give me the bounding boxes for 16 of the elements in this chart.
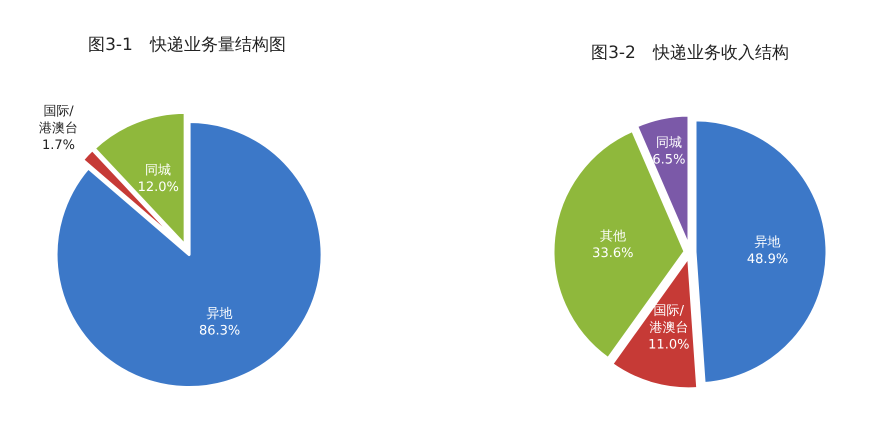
slice-label: 国际/港澳台 xyxy=(649,304,688,336)
slice-label: 其他 xyxy=(600,229,626,244)
slice-label: 同城 xyxy=(145,162,172,178)
slice-label: 异地 xyxy=(754,234,781,250)
slice-label: 国际/港澳台 xyxy=(38,104,78,136)
data-label: 11.0% xyxy=(648,338,690,353)
chart-title: 图3-1 快递业务量结构图 xyxy=(88,35,286,55)
slice-label: 同城 xyxy=(656,136,682,151)
data-label: 1.7% xyxy=(42,138,75,153)
chart-title: 图3-2 快递业务收入结构 xyxy=(591,43,789,63)
data-label: 33.6% xyxy=(592,246,634,262)
slice-label: 异地 xyxy=(206,306,233,322)
data-label: 48.9% xyxy=(746,252,788,267)
data-label: 86.3% xyxy=(198,324,240,339)
data-label: 12.0% xyxy=(138,180,179,195)
data-label: 6.5% xyxy=(652,152,686,168)
